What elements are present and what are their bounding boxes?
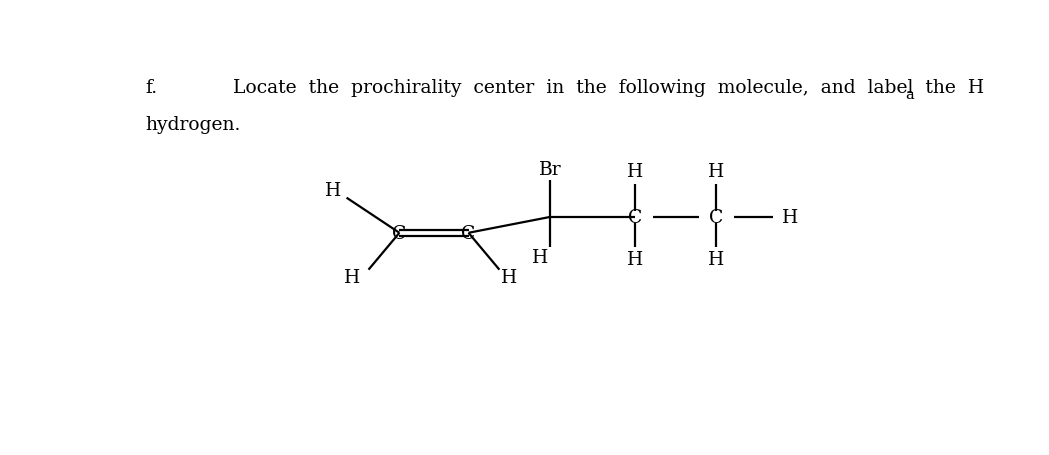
Text: Locate  the  prochirality  center  in  the  following  molecule,  and  label  th: Locate the prochirality center in the fo… bbox=[233, 79, 984, 97]
Text: C: C bbox=[392, 224, 407, 242]
Text: H: H bbox=[344, 269, 361, 287]
Text: H: H bbox=[324, 182, 341, 199]
Text: Br: Br bbox=[538, 161, 561, 178]
Text: H: H bbox=[627, 251, 643, 268]
Text: H: H bbox=[532, 249, 549, 267]
Text: a: a bbox=[905, 88, 914, 102]
Text: f.: f. bbox=[146, 79, 158, 97]
Text: C: C bbox=[628, 208, 642, 227]
Text: hydrogen.: hydrogen. bbox=[146, 116, 241, 134]
Text: H: H bbox=[501, 269, 517, 287]
Text: H: H bbox=[782, 208, 797, 227]
Text: C: C bbox=[709, 208, 724, 227]
Text: H: H bbox=[627, 163, 643, 181]
Text: H: H bbox=[708, 251, 725, 268]
Text: C: C bbox=[462, 224, 475, 242]
Text: H: H bbox=[708, 163, 725, 181]
